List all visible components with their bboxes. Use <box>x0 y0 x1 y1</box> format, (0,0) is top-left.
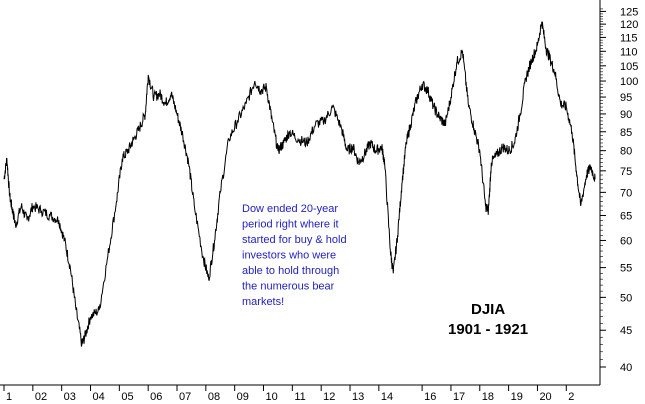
y-tick-label: 60 <box>620 235 632 247</box>
x-tick-label: 13 <box>352 391 364 403</box>
x-tick-label: 1 <box>6 391 12 403</box>
x-tick-label: 16 <box>424 391 436 403</box>
y-tick-label: 120 <box>620 19 638 31</box>
y-tick-label: 50 <box>620 292 632 304</box>
x-tick-label: 05 <box>121 391 133 403</box>
x-tick-label: 14 <box>381 391 393 403</box>
y-tick-label: 105 <box>620 61 638 73</box>
series-layer <box>3 21 596 347</box>
y-tick-label: 90 <box>620 109 632 121</box>
y-tick-label: 95 <box>620 92 632 104</box>
x-tick-label: 18 <box>482 391 494 403</box>
annotation-line: investors who were <box>242 250 336 262</box>
x-tick-label: 12 <box>323 391 335 403</box>
annotation-line: markets! <box>242 296 284 308</box>
x-tick-label: 10 <box>266 391 278 403</box>
y-tick-label: 110 <box>620 46 638 58</box>
x-tick-label: 08 <box>208 391 220 403</box>
y-tick-label: 125 <box>620 6 638 18</box>
x-tick-label: 11 <box>294 391 305 403</box>
annotation-line: able to hold through <box>242 265 339 277</box>
chart-title: DJIA <box>471 301 505 318</box>
y-tick-label: 55 <box>620 263 632 275</box>
x-tick-label: 09 <box>237 391 249 403</box>
y-tick-label: 40 <box>620 362 632 374</box>
y-tick-label: 115 <box>620 32 638 44</box>
x-tick-label: 19 <box>511 391 523 403</box>
y-tick-label: 75 <box>620 166 632 178</box>
x-tick-label: 07 <box>179 391 191 403</box>
y-tick-label: 65 <box>620 210 632 222</box>
annotation-text: Dow ended 20-year period right where it st… <box>242 203 347 308</box>
x-tick-label: 06 <box>150 391 162 403</box>
chart-subtitle: 1901 - 1921 <box>448 321 528 338</box>
annotation-line: period right where it <box>242 219 339 231</box>
x-axis: 1 02 03 04 05 06 07 08 09 10 11 12 13 14 16 17 18 19 20 2 <box>0 384 600 403</box>
y-tick-label: 100 <box>620 76 638 88</box>
series-line <box>3 21 596 347</box>
y-tick-label: 85 <box>620 127 632 139</box>
x-tick-label: 17 <box>453 391 465 403</box>
annotation-line: Dow ended 20-year <box>242 203 338 215</box>
annotation-line: the numerous bear <box>242 281 335 293</box>
annotation-line: started for buy & hold <box>242 234 347 246</box>
y-tick-label: 80 <box>620 146 632 158</box>
y-tick-label: 45 <box>620 325 632 337</box>
x-tick-label: 03 <box>64 391 76 403</box>
x-tick-label: 02 <box>35 391 47 403</box>
x-tick-label: 20 <box>539 391 551 403</box>
x-tick-label: 04 <box>93 391 105 403</box>
x-tick-label: 2 <box>568 391 574 403</box>
y-axis: 40 45 50 55 60 65 70 75 80 85 90 95 100 105 110 1151201… <box>599 0 638 385</box>
y-tick-label: 70 <box>620 187 632 199</box>
